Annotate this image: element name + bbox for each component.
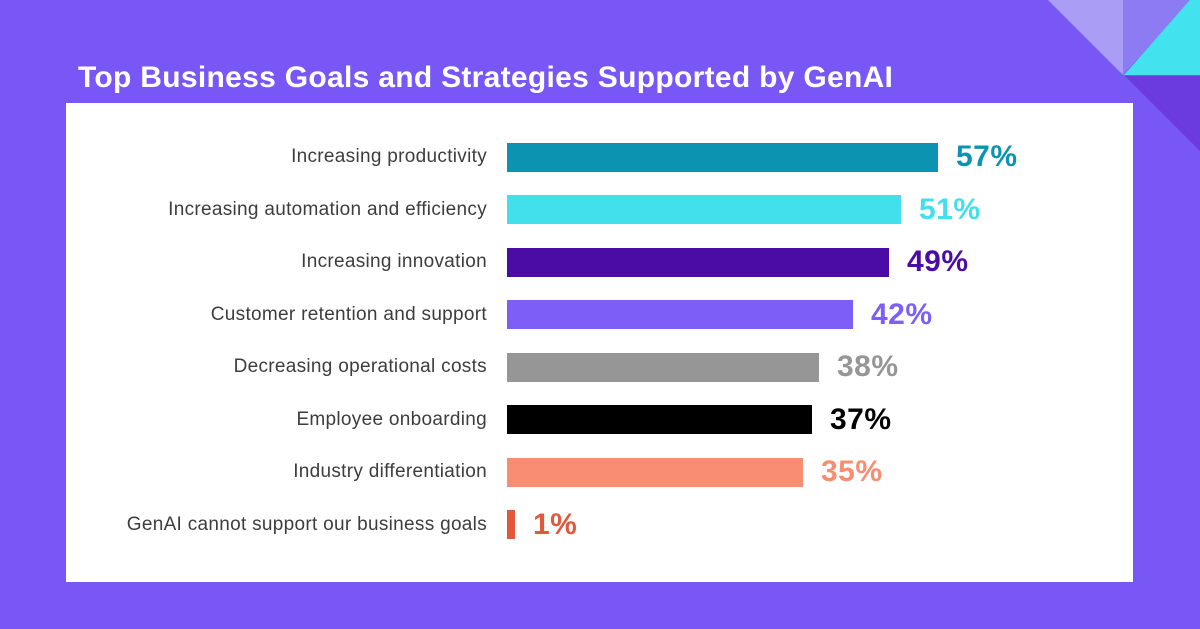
bar [507,510,515,540]
bar [507,405,812,435]
chart-row: Increasing innovation 49% [66,236,1133,289]
bar-track: 35% [487,455,1133,489]
value-label: 51% [919,192,981,226]
bar [507,352,819,382]
page-title: Top Business Goals and Strategies Suppor… [78,61,894,95]
bar [507,300,853,330]
corner-triangles-decoration [1048,0,1200,151]
value-label: 49% [907,245,969,279]
category-label: Industry differentiation [293,461,487,483]
bar-track: 38% [487,350,1133,384]
value-label: 42% [871,297,933,331]
lavender-triangle [1048,0,1123,75]
bar-track: 1% [487,508,1133,542]
value-label: 57% [956,140,1018,174]
value-label: 37% [830,402,892,436]
chart-row: Decreasing operational costs 38% [66,341,1133,394]
chart-row: Customer retention and support 42% [66,289,1133,342]
bar-track: 42% [487,298,1133,332]
chart-row: Increasing productivity 57% [66,131,1133,184]
chart-row: Employee onboarding 37% [66,394,1133,447]
bar [507,142,938,172]
category-label: Increasing innovation [301,251,487,273]
bar-track: 49% [487,245,1133,279]
bar-track: 51% [487,193,1133,227]
bar [507,457,803,487]
bar-track: 37% [487,403,1133,437]
category-label: Increasing automation and efficiency [168,198,487,220]
cyan-triangle [1124,0,1200,75]
category-label: Increasing productivity [291,146,487,168]
value-label: 38% [837,350,899,384]
value-label: 1% [533,507,578,541]
category-label: GenAI cannot support our business goals [126,513,487,535]
bar [507,247,889,277]
chart-row: Increasing automation and efficiency 51% [66,184,1133,237]
category-label: Decreasing operational costs [233,356,487,378]
bar-track: 57% [487,140,1133,174]
bar-chart: Increasing productivity 57% Increasing a… [66,103,1133,551]
bar [507,195,901,225]
chart-row: Industry differentiation 35% [66,446,1133,499]
category-label: Customer retention and support [210,303,487,325]
dark-purple-triangle [1125,76,1200,151]
chart-card: Increasing productivity 57% Increasing a… [66,103,1133,582]
category-label: Employee onboarding [296,408,487,430]
chart-row: GenAI cannot support our business goals … [66,499,1133,552]
value-label: 35% [821,455,883,489]
